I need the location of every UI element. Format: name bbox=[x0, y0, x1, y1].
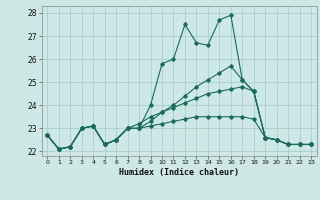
X-axis label: Humidex (Indice chaleur): Humidex (Indice chaleur) bbox=[119, 168, 239, 177]
